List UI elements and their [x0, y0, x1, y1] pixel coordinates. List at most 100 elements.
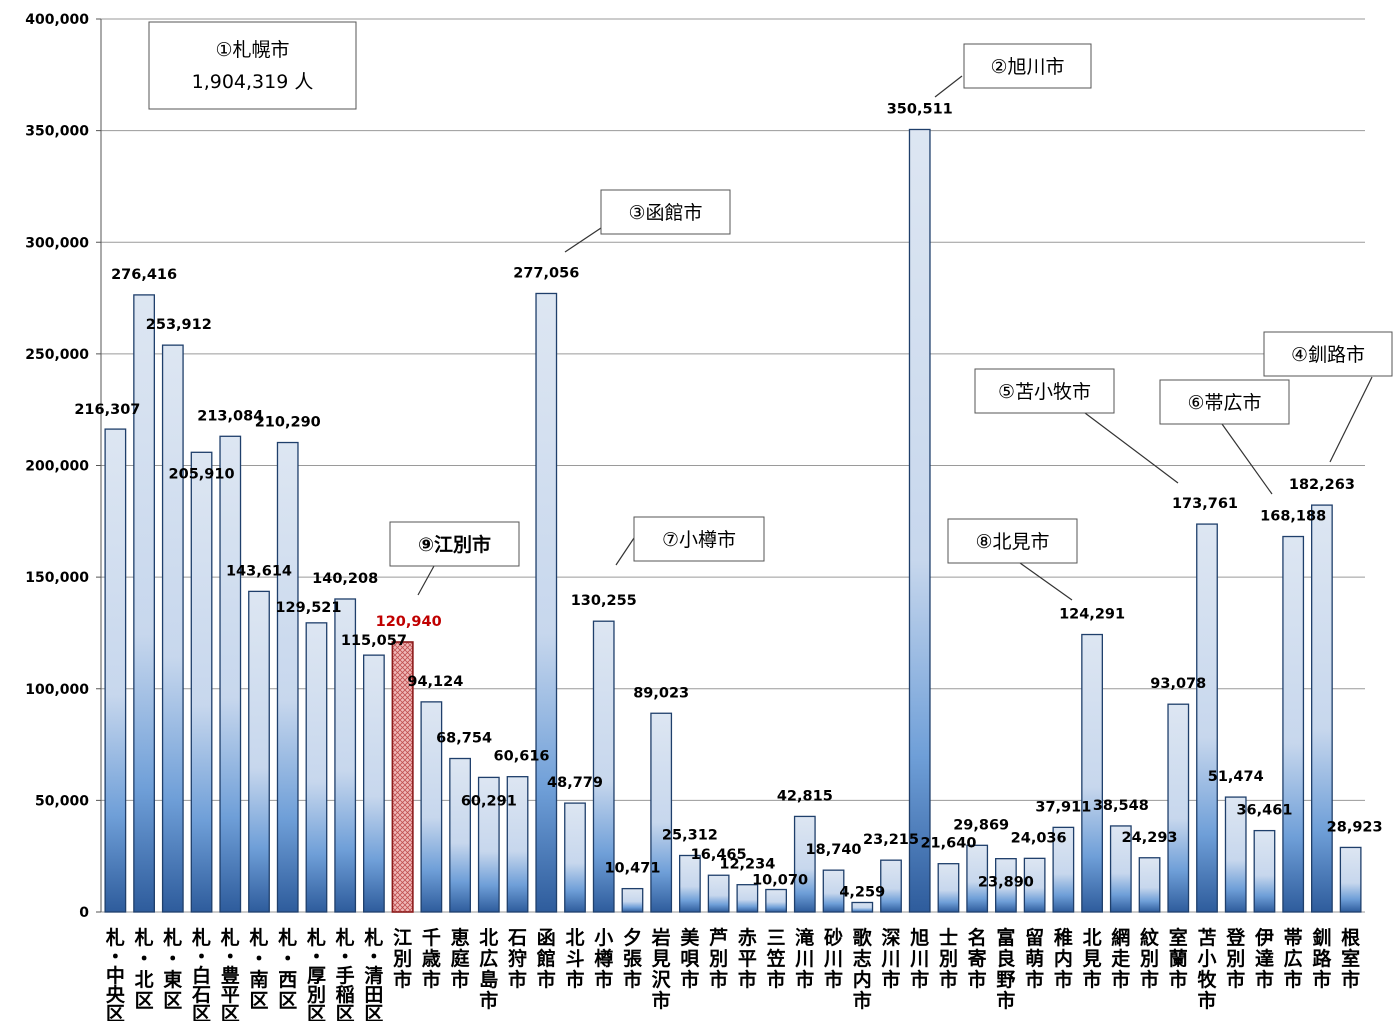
callout-title: ⑧北見市 — [975, 531, 1049, 553]
bar — [1109, 825, 1132, 913]
category-char: 市 — [1284, 968, 1303, 991]
category-char: 札 — [134, 926, 154, 949]
category-label: 札・東区 — [162, 926, 182, 1012]
category-label: 登別市 — [1225, 926, 1246, 991]
category-char: 区 — [336, 1003, 355, 1021]
bar — [1339, 846, 1362, 913]
category-char: 紋 — [1140, 926, 1159, 949]
category-char: 寄 — [968, 947, 987, 970]
value-label: 89,023 — [633, 685, 689, 701]
callout-box — [389, 521, 520, 567]
category-dot: ・ — [307, 946, 326, 968]
category-label: 芦別市 — [709, 926, 728, 991]
bar — [1224, 796, 1247, 913]
category-char: 市 — [910, 968, 929, 991]
y-tick-label: 350,000 — [25, 124, 89, 140]
category-char: 稚 — [1054, 926, 1073, 949]
category-char: 川 — [880, 948, 900, 970]
value-label: 23,215 — [863, 832, 919, 848]
category-char: 市 — [1054, 968, 1073, 991]
callout-box — [600, 189, 731, 235]
value-label: 140,208 — [312, 571, 378, 587]
category-label: 苫小牧市 — [1197, 926, 1217, 1012]
bar — [219, 435, 242, 913]
callout: ⑦小樽市 — [615, 516, 765, 566]
category-char: 別 — [709, 948, 728, 970]
category-label: 夕張市 — [623, 926, 643, 991]
category-char: 滝 — [795, 926, 814, 949]
category-char: 市 — [881, 968, 900, 991]
y-tick-label: 50,000 — [35, 793, 89, 809]
category-char: 見 — [652, 948, 671, 970]
callout-leader — [1084, 412, 1179, 484]
category-char: 別 — [939, 948, 958, 970]
value-label: 24,293 — [1122, 830, 1178, 846]
category-label: 江別市 — [393, 927, 412, 991]
bar — [276, 441, 299, 913]
category-dot: ・ — [221, 946, 240, 968]
category-char: 市 — [996, 989, 1015, 1012]
value-label: 38,548 — [1093, 798, 1149, 814]
category-label: 根室市 — [1341, 926, 1360, 991]
category-char: 南 — [249, 969, 268, 991]
category-char: 江 — [393, 927, 412, 949]
value-label: 124,291 — [1059, 607, 1125, 623]
category-char: 区 — [249, 990, 268, 1012]
category-label: 札・清田区 — [363, 926, 383, 1021]
category-label: 赤平市 — [738, 927, 757, 991]
category-label: 小樽市 — [594, 927, 613, 991]
callout: ②旭川市 — [934, 43, 1092, 98]
category-char: 北 — [479, 927, 498, 949]
value-label: 130,255 — [571, 593, 637, 609]
category-label: 旭川市 — [909, 927, 929, 991]
bar — [391, 641, 414, 913]
callout-title: ②旭川市 — [990, 56, 1064, 78]
bar — [592, 620, 615, 913]
bar — [822, 869, 845, 913]
category-label: 石狩市 — [507, 927, 527, 991]
callout-box — [963, 43, 1092, 89]
value-label: 93,078 — [1150, 676, 1206, 692]
category-char: 区 — [192, 1003, 211, 1021]
category-char: 三 — [767, 927, 786, 949]
bar — [880, 859, 902, 913]
category-char: 別 — [393, 948, 412, 970]
category-char: 見 — [1083, 948, 1102, 970]
category-label: 千歳市 — [422, 927, 441, 991]
category-char: 中 — [106, 964, 125, 987]
bar — [161, 344, 184, 913]
value-labels: 216,307 276,416 253,912 205,910 213,084 143,6… — [74, 101, 1382, 900]
bar — [305, 622, 328, 913]
bar — [995, 858, 1017, 913]
category-char: 広 — [1284, 947, 1303, 970]
category-char: 帯 — [1284, 926, 1303, 949]
category-char: 市 — [623, 968, 642, 991]
category-label: 札・西区 — [277, 926, 297, 1012]
callout-title: ③函館市 — [628, 202, 702, 224]
category-dot: ・ — [192, 946, 211, 968]
callout-title: ①札幌市 — [215, 39, 289, 61]
value-label: 12,234 — [719, 857, 775, 873]
category-char: 牧 — [1197, 968, 1217, 991]
category-char: 札 — [220, 926, 240, 949]
category-char: 萌 — [1025, 947, 1044, 970]
category-char: 市 — [652, 989, 671, 1012]
category-char: 岩 — [651, 926, 671, 949]
value-label: 115,057 — [341, 633, 407, 649]
category-char: 砂 — [824, 927, 843, 949]
category-char: 稲 — [336, 984, 355, 1006]
category-label: 留萌市 — [1025, 927, 1044, 991]
bar — [1081, 633, 1103, 913]
bar — [477, 776, 500, 913]
value-label: 129,521 — [275, 600, 341, 616]
category-char: 美 — [680, 926, 700, 949]
category-char: 市 — [1312, 968, 1331, 991]
category-char: 市 — [1111, 968, 1130, 991]
category-label: 滝川市 — [794, 926, 814, 991]
category-char: 平 — [221, 984, 240, 1006]
category-char: 市 — [767, 968, 786, 991]
bar — [133, 294, 155, 913]
category-char: 東 — [163, 968, 182, 991]
category-char: 区 — [163, 990, 182, 1012]
category-char: 平 — [738, 948, 757, 970]
